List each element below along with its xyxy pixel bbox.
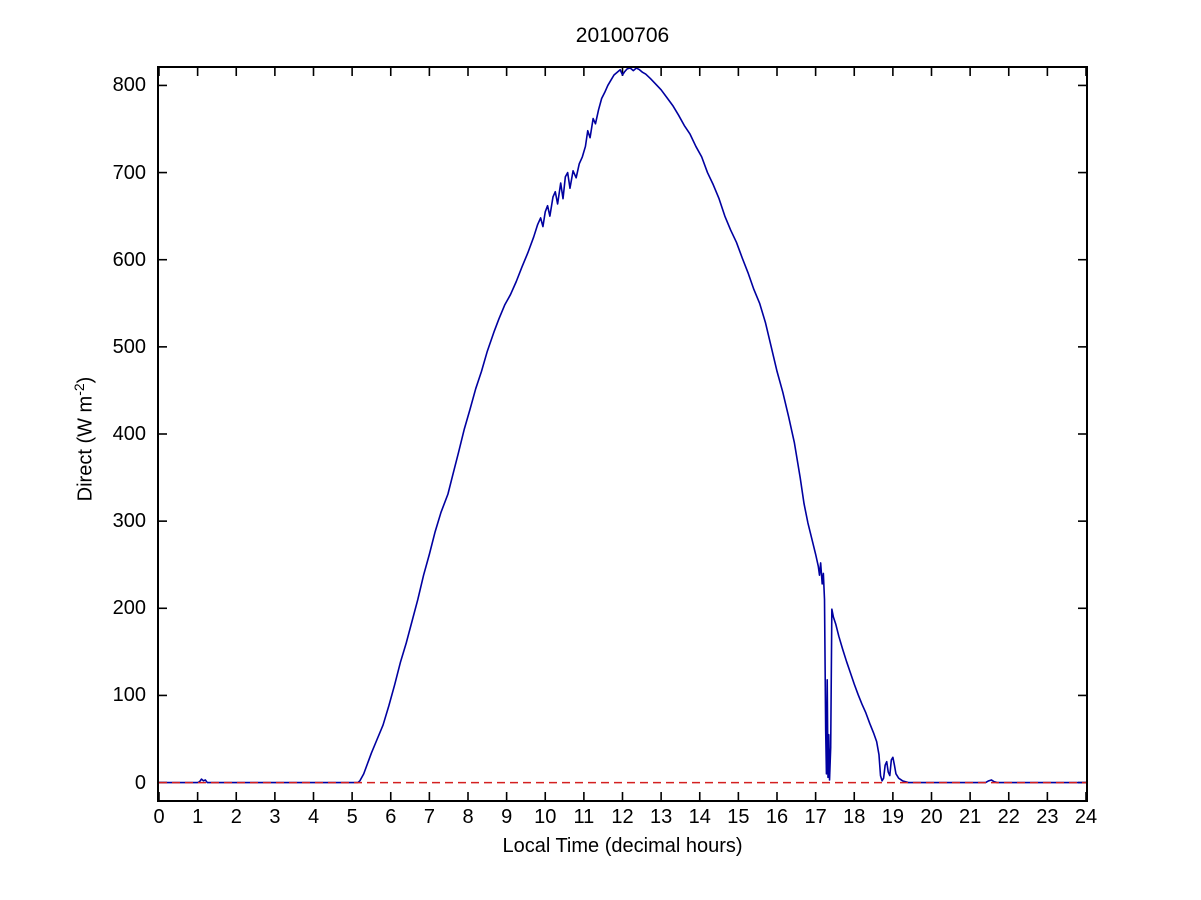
x-tick-label: 0: [153, 806, 165, 828]
x-tick-label: 9: [501, 806, 513, 828]
x-tick-label: 22: [997, 806, 1020, 828]
y-tick-label: 500: [112, 335, 146, 358]
x-tick-label: 19: [881, 806, 904, 828]
x-tick-label: 11: [573, 806, 595, 828]
x-tick-label: 18: [843, 806, 866, 828]
chart-title: 20100706: [575, 24, 670, 47]
x-tick-label: 3: [269, 806, 281, 828]
data-line: [159, 68, 1086, 784]
y-tick-label: 100: [112, 684, 146, 707]
x-axis-label: Local Time (decimal hours): [502, 835, 743, 857]
x-tick-label: 1: [192, 806, 204, 828]
x-tick-label: 24: [1074, 806, 1098, 828]
y-tick-label: 200: [112, 597, 146, 620]
plot-area: [157, 66, 1088, 802]
x-tick-label: 8: [462, 806, 474, 828]
x-tick-label: 23: [1036, 806, 1059, 828]
x-tick-label: 20: [920, 806, 943, 828]
x-tick-label: 14: [688, 806, 711, 828]
x-tick-label: 2: [230, 806, 242, 828]
y-tick-label: 300: [112, 510, 146, 533]
x-tick-label: 13: [650, 806, 673, 828]
x-tick-label: 7: [423, 806, 435, 828]
x-tick-label: 5: [346, 806, 358, 828]
x-tick-label: 21: [959, 806, 982, 828]
y-axis-label-close: ): [74, 376, 97, 384]
plot-canvas: [159, 68, 1086, 800]
x-tick-label: 10: [534, 806, 557, 828]
y-tick-label: 400: [112, 423, 146, 445]
x-tick-label: 12: [611, 806, 634, 828]
y-axis-label-text: Direct (W m: [74, 395, 97, 502]
x-tick-label: 17: [804, 806, 827, 828]
x-tick-label: 15: [727, 806, 750, 828]
y-tick-label: 600: [112, 248, 146, 271]
x-tick-label: 4: [307, 806, 320, 828]
tick-marks: [159, 68, 1086, 800]
x-tick-label: 6: [385, 806, 397, 828]
y-axis-label-superscript: -2: [71, 383, 87, 396]
y-tick-label: 0: [134, 771, 146, 794]
y-tick-label: 800: [112, 74, 146, 97]
x-tick-label: 16: [765, 806, 789, 828]
y-tick-label: 700: [112, 161, 146, 184]
